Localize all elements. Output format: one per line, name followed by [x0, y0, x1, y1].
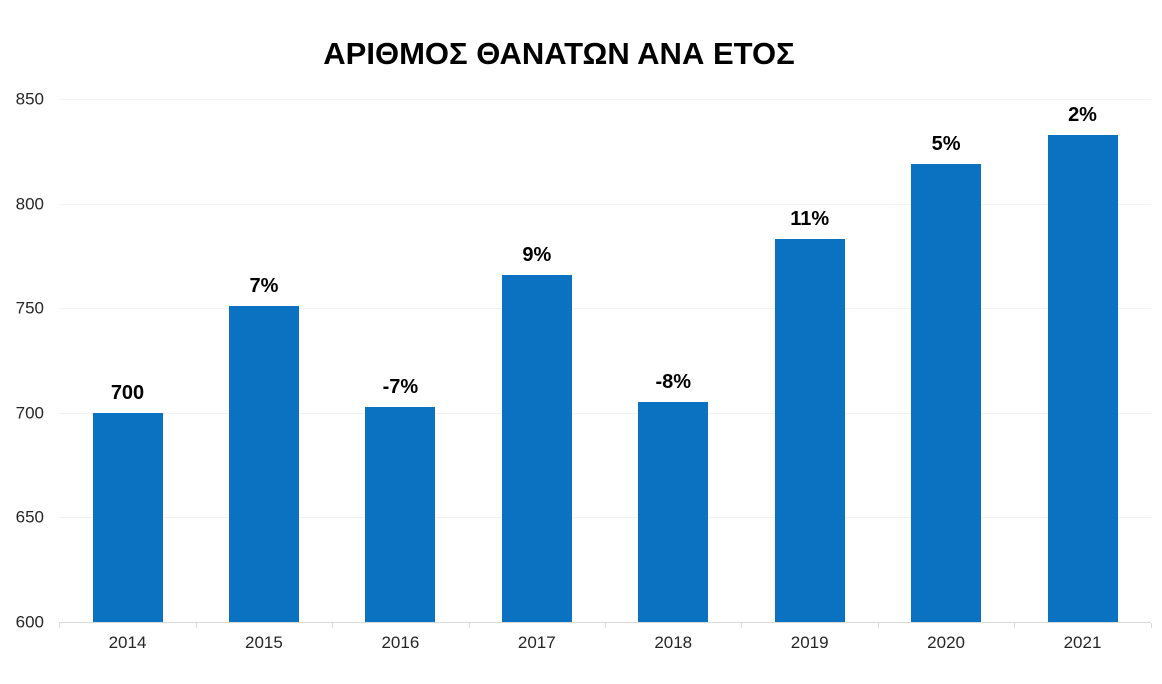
x-axis-tick [605, 623, 607, 628]
gridline-700 [59, 412, 1151, 414]
bar-value-label-2019: 11% [790, 208, 830, 231]
x-axis-label-2016: 2016 [381, 633, 420, 652]
bar-value-label-2014: 700 [110, 381, 145, 404]
x-axis-tick [1014, 623, 1016, 628]
bar-2020 [911, 163, 982, 622]
bar-value-label-2016: -7% [382, 375, 419, 398]
bar-value-label-2021: 2% [1068, 103, 1097, 126]
y-axis-label-750: 750 [15, 298, 44, 318]
x-axis-tick [877, 623, 879, 628]
gridline-650 [59, 517, 1151, 519]
x-axis-label-2019: 2019 [790, 633, 829, 652]
x-axis-tick [332, 623, 334, 628]
x-axis-tick [195, 623, 197, 628]
bar-2015 [228, 306, 299, 622]
bar-2021 [1047, 134, 1118, 622]
y-axis-label-850: 850 [15, 89, 44, 109]
bar-2017 [501, 274, 572, 622]
x-axis-line [59, 622, 1151, 623]
x-axis-tick [741, 623, 743, 628]
x-axis-label-2017: 2017 [517, 633, 556, 652]
bar-2018 [638, 402, 709, 622]
y-axis-label-800: 800 [15, 194, 44, 214]
y-axis-label-700: 700 [15, 403, 44, 423]
y-axis-label-600: 600 [15, 612, 44, 632]
bar-value-label-2015: 7% [249, 275, 279, 298]
chart-title: ΑΡΙΘΜΟΣ ΘΑΝΑΤΩΝ ΑΝΑ ΕΤΟΣ [323, 36, 795, 71]
x-axis-label-2015: 2015 [245, 633, 283, 652]
x-axis-label-2020: 2020 [927, 633, 966, 652]
gridline-750 [59, 308, 1151, 310]
bar-value-label-2017: 9% [522, 243, 552, 266]
x-axis-label-2018: 2018 [654, 633, 693, 652]
gridline-800 [59, 203, 1151, 205]
x-axis-tick [468, 623, 470, 628]
x-axis-tick [59, 623, 61, 628]
bar-2014 [92, 412, 163, 622]
gridline-850 [59, 99, 1151, 100]
bar-2019 [774, 239, 845, 622]
x-axis-label-2014: 2014 [108, 633, 147, 652]
y-axis-label-650: 650 [15, 507, 44, 527]
bar-value-label-2020: 5% [931, 132, 961, 155]
x-axis-label-2021: 2021 [1063, 633, 1102, 652]
bar-value-label-2018: -8% [655, 371, 692, 394]
bar-2016 [365, 406, 436, 622]
x-axis-tick [1150, 623, 1152, 628]
